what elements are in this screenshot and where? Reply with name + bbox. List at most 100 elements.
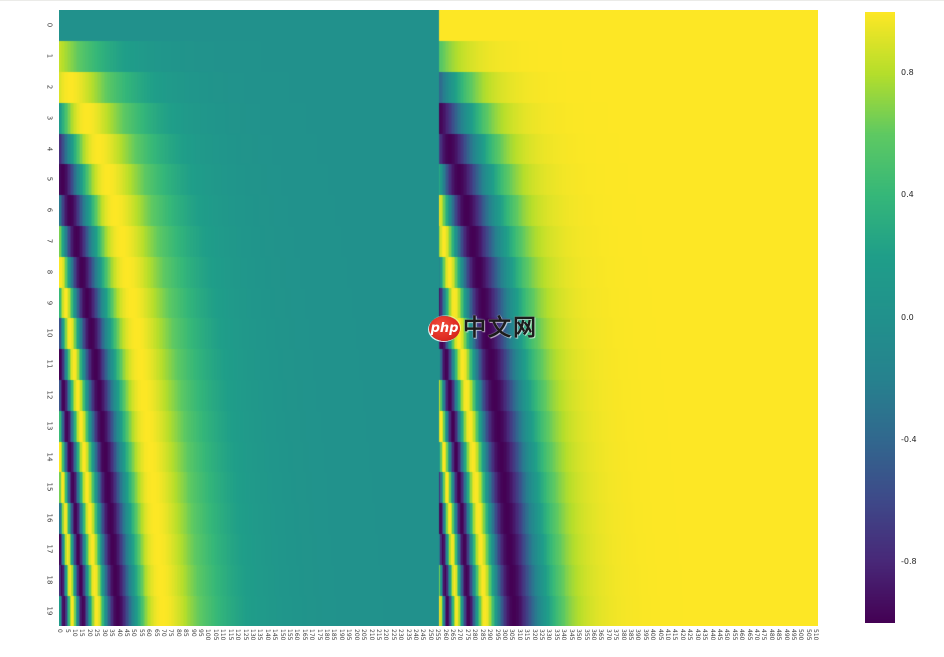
x-tick-label: 130 xyxy=(248,629,256,641)
x-tick-label: 445 xyxy=(715,629,723,641)
x-tick-label: 335 xyxy=(552,629,560,641)
x-tick-label: 480 xyxy=(767,629,775,641)
x-tick-label: 155 xyxy=(286,629,294,641)
x-tick-label: 415 xyxy=(671,629,679,641)
x-tick-label: 170 xyxy=(308,629,316,641)
x-tick-label: 180 xyxy=(323,629,331,641)
top-border-line xyxy=(0,0,944,1)
x-tick-label: 70 xyxy=(160,629,167,637)
x-tick-label: 405 xyxy=(656,629,664,641)
y-tick-label: 19 xyxy=(45,606,54,616)
x-tick-label: 300 xyxy=(500,629,508,641)
x-tick-label: 365 xyxy=(597,629,605,641)
x-tick-label: 215 xyxy=(374,629,382,641)
x-tick-label: 460 xyxy=(738,629,746,641)
x-tick-label: 145 xyxy=(271,629,279,641)
x-tick-label: 65 xyxy=(152,629,160,637)
x-tick-label: 435 xyxy=(701,629,709,641)
x-tick-label: 340 xyxy=(560,629,568,641)
x-tick-label: 505 xyxy=(804,629,812,641)
x-tick-label: 55 xyxy=(137,629,145,637)
x-tick-label: 345 xyxy=(567,629,575,641)
x-tick-label: 395 xyxy=(641,629,649,641)
x-tick-label: 350 xyxy=(575,629,583,641)
x-tick-label: 75 xyxy=(167,629,175,637)
y-tick-label: 8 xyxy=(45,269,54,275)
x-tick-label: 425 xyxy=(686,629,694,641)
y-tick-label: 2 xyxy=(45,84,54,90)
x-tick-label: 35 xyxy=(108,629,116,637)
y-tick-label: 18 xyxy=(45,575,54,585)
x-tick-label: 190 xyxy=(337,629,345,641)
y-tick-label: 3 xyxy=(45,115,54,121)
x-tick-label: 500 xyxy=(797,629,805,641)
y-tick-label: 6 xyxy=(45,207,54,213)
x-tick-label: 40 xyxy=(115,629,123,637)
x-tick-label: 90 xyxy=(189,629,197,637)
y-tick-label: 4 xyxy=(45,146,54,151)
y-tick-label: 14 xyxy=(45,452,54,462)
y-tick-label: 1 xyxy=(45,53,54,59)
x-tick-label: 370 xyxy=(604,629,612,641)
x-tick-label: 355 xyxy=(582,629,590,641)
x-tick-label: 120 xyxy=(234,629,242,641)
x-tick-label: 210 xyxy=(367,629,375,641)
x-tick-label: 410 xyxy=(664,629,672,641)
y-tick-label: 9 xyxy=(45,300,54,305)
x-tick-label: 25 xyxy=(93,629,101,637)
x-tick-label: 160 xyxy=(293,629,301,641)
x-tick-label: 495 xyxy=(790,629,798,641)
x-tick-label: 60 xyxy=(145,629,153,637)
php-logo-badge: php xyxy=(429,316,460,341)
x-tick-label: 110 xyxy=(219,629,227,641)
x-tick-label: 325 xyxy=(538,629,546,641)
x-tick-label: 310 xyxy=(515,629,523,641)
x-tick-label: 100 xyxy=(204,629,212,641)
x-tick-label: 195 xyxy=(345,629,353,641)
x-tick-label: 420 xyxy=(678,629,686,641)
x-tick-label: 50 xyxy=(130,629,138,637)
watermark-site-text: 中文网 xyxy=(463,315,538,341)
x-tick-label: 5 xyxy=(63,629,71,633)
x-tick-label: 260 xyxy=(441,629,449,641)
x-tick-label: 125 xyxy=(241,629,249,641)
x-tick-label: 360 xyxy=(589,629,597,641)
x-tick-label: 230 xyxy=(397,629,405,641)
x-tick-label: 265 xyxy=(449,629,457,641)
x-tick-label: 185 xyxy=(330,629,338,641)
x-tick-label: 280 xyxy=(471,629,479,641)
x-tick-label: 400 xyxy=(649,629,657,641)
colorbar-tick-label: -0.4 xyxy=(901,434,917,444)
x-tick-label: 485 xyxy=(775,629,783,641)
x-tick-label: 10 xyxy=(71,629,79,637)
x-tick-label: 250 xyxy=(426,629,434,641)
x-tick-label: 20 xyxy=(85,629,93,637)
x-tick-label: 105 xyxy=(211,629,219,641)
colorbar-tick-label: -0.8 xyxy=(901,556,917,566)
x-tick-label: 475 xyxy=(760,629,768,641)
x-tick-label: 275 xyxy=(463,629,471,641)
x-tick-label: 30 xyxy=(100,629,108,637)
x-tick-label: 440 xyxy=(708,629,716,641)
x-tick-label: 85 xyxy=(182,629,190,637)
x-tick-label: 235 xyxy=(404,629,412,641)
x-tick-label: 315 xyxy=(523,629,531,641)
y-tick-label: 7 xyxy=(45,238,54,244)
x-tick-label: 380 xyxy=(619,629,627,641)
y-tick-label: 5 xyxy=(45,177,54,182)
x-tick-label: 245 xyxy=(419,629,427,641)
y-tick-label: 17 xyxy=(45,544,54,554)
y-tick-label: 15 xyxy=(45,482,54,492)
colorbar-tick-label: 0.8 xyxy=(901,68,914,78)
x-tick-label: 375 xyxy=(612,629,620,641)
x-tick-label: 255 xyxy=(434,629,442,641)
x-tick-label: 465 xyxy=(745,629,753,641)
y-tick-label: 16 xyxy=(45,513,54,523)
x-tick-label: 205 xyxy=(360,629,368,641)
x-tick-label: 240 xyxy=(412,629,420,641)
x-tick-label: 165 xyxy=(300,629,308,641)
x-tick-label: 490 xyxy=(782,629,790,641)
x-tick-label: 200 xyxy=(352,629,360,641)
x-tick-label: 450 xyxy=(723,629,731,641)
